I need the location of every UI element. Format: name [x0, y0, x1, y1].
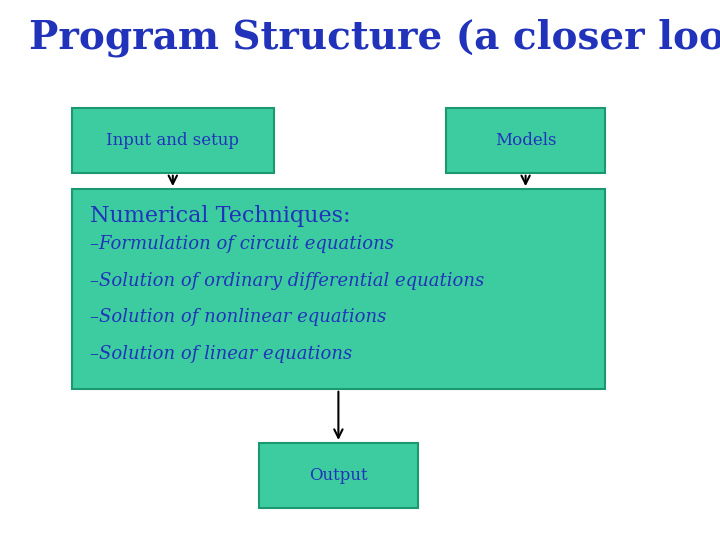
Text: Output: Output [309, 467, 368, 484]
Text: Program Structure (a closer look): Program Structure (a closer look) [29, 18, 720, 57]
Text: Input and setup: Input and setup [107, 132, 239, 149]
Text: –Solution of ordinary differential equations: –Solution of ordinary differential equat… [90, 272, 485, 289]
Text: Models: Models [495, 132, 557, 149]
FancyBboxPatch shape [72, 108, 274, 173]
FancyBboxPatch shape [446, 108, 605, 173]
Text: –Formulation of circuit equations: –Formulation of circuit equations [90, 235, 394, 253]
FancyBboxPatch shape [259, 443, 418, 508]
FancyBboxPatch shape [72, 189, 605, 389]
Text: –Solution of nonlinear equations: –Solution of nonlinear equations [90, 308, 387, 326]
Text: Numerical Techniques:: Numerical Techniques: [90, 205, 351, 227]
Text: –Solution of linear equations: –Solution of linear equations [90, 345, 352, 363]
